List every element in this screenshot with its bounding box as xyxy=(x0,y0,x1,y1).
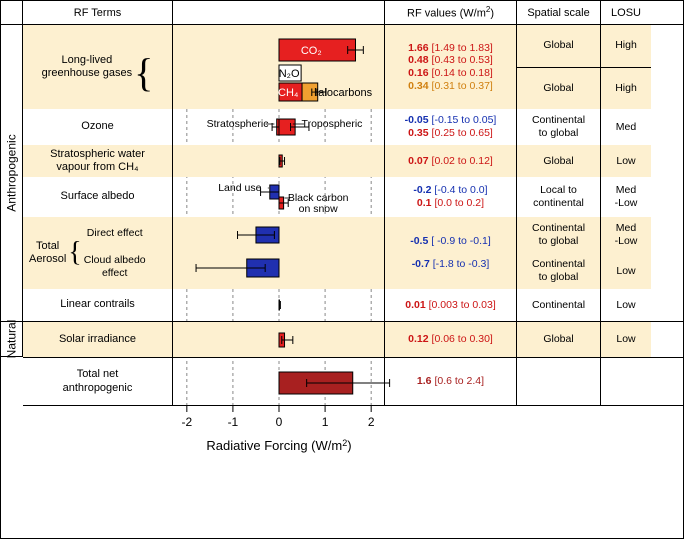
row-chart-2 xyxy=(173,145,385,177)
rf-2: 0.07 [0.02 to 0.12] xyxy=(385,145,517,177)
chartcell-7 xyxy=(173,358,385,405)
chart-body: Anthropogenic Natural Long-livedgreenhou… xyxy=(1,25,683,499)
losu-0: High High xyxy=(601,25,651,109)
spatial-2: Global xyxy=(517,145,601,177)
svg-text:N₂O: N₂O xyxy=(278,68,299,80)
spatial-5: Continental xyxy=(517,289,601,321)
term-7: Total netanthropogenic xyxy=(23,358,173,405)
rf-6: 0.12 [0.06 to 0.30] xyxy=(385,322,517,357)
side-blank xyxy=(1,357,23,465)
term-1: Ozone xyxy=(23,109,173,145)
losu-5: Low xyxy=(601,289,651,321)
svg-text:Black carbonon snow: Black carbonon snow xyxy=(287,192,348,215)
hdr-rf: RF values (W/m2) xyxy=(385,1,517,24)
hdr-chart xyxy=(173,1,385,24)
chartcell-4 xyxy=(173,217,385,289)
svg-text:2: 2 xyxy=(368,415,375,429)
chartcell-0: CO₂N₂O CH₄ Halocarbons xyxy=(173,25,385,109)
hdr-losu: LOSU xyxy=(601,1,651,24)
svg-text:CO₂: CO₂ xyxy=(300,45,321,57)
term-6: Solar irradiance xyxy=(23,322,173,357)
term-0: Long-livedgreenhouse gases{ xyxy=(23,25,173,109)
axis-row: -2 -1 0 1 2 Radiative Forcing (W/m2) xyxy=(23,405,683,465)
chartcell-3: Land use Black carbonon snow xyxy=(173,177,385,217)
spatial-3: Local tocontinental xyxy=(517,177,601,217)
svg-text:0: 0 xyxy=(276,415,283,429)
rf-5: 0.01 [0.003 to 0.03] xyxy=(385,289,517,321)
losu-4: Med-Low Low xyxy=(601,217,651,289)
term-5: Linear contrails xyxy=(23,289,173,321)
losu-3: Med-Low xyxy=(601,177,651,217)
rf-3: -0.2 [-0.4 to 0.0]0.1 [0.0 to 0.2] xyxy=(385,177,517,217)
rf-7: 1.6 [0.6 to 2.4] xyxy=(385,358,517,405)
row-6: Solar irradiance 0.12 [0.06 to 0.30] Glo… xyxy=(23,321,683,357)
row-7: Total netanthropogenic 1.6 [0.6 to 2.4] xyxy=(23,357,683,405)
row-chart-5 xyxy=(173,289,385,321)
hdr-terms: RF Terms xyxy=(23,1,173,24)
rf-4: -0.5 [ -0.9 to -0.1]-0.7 [-1.8 to -0.3] xyxy=(385,217,517,289)
svg-text:Radiative Forcing (W/m2): Radiative Forcing (W/m2) xyxy=(206,438,351,453)
losu-2: Low xyxy=(601,145,651,177)
row-2: Stratospheric watervapour from CH₄ 0.07 … xyxy=(23,145,683,177)
term-4: TotalAerosol { Direct effectCloud albedo… xyxy=(23,217,173,289)
hdr-spatial: Spatial scale xyxy=(517,1,601,24)
svg-text:Halocarbons: Halocarbons xyxy=(310,87,372,99)
spatial-0: Global Global xyxy=(517,25,601,109)
svg-text:-2: -2 xyxy=(181,415,192,429)
spatial-1: Continentalto global xyxy=(517,109,601,145)
spatial-7 xyxy=(517,358,601,405)
row-chart-7 xyxy=(173,358,385,406)
header-row: RF Terms RF values (W/m2) Spatial scale … xyxy=(1,1,683,25)
rf-0: 1.66 [1.49 to 1.83]0.48 [0.43 to 0.53]0.… xyxy=(385,25,517,109)
side-natural: Natural xyxy=(1,321,23,357)
chartcell-5 xyxy=(173,289,385,321)
hdr-side xyxy=(1,1,23,24)
rf-1: -0.05 [-0.15 to 0.05]0.35 [0.25 to 0.65] xyxy=(385,109,517,145)
row-5: Linear contrails 0.01 [0.003 to 0.03] Co… xyxy=(23,289,683,321)
chartcell-6 xyxy=(173,322,385,357)
svg-text:-1: -1 xyxy=(228,415,239,429)
term-3: Surface albedo xyxy=(23,177,173,217)
losu-1: Med xyxy=(601,109,651,145)
axis-cell: -2 -1 0 1 2 Radiative Forcing (W/m2) xyxy=(173,406,385,465)
row-3: Surface albedo Land use Black carbonon sn… xyxy=(23,177,683,217)
row-chart-3: Land use Black carbonon snow xyxy=(173,177,385,217)
row-1: Ozone Stratospheric Tropospheric -0.05 [-… xyxy=(23,109,683,145)
svg-text:Stratospheric: Stratospheric xyxy=(206,118,268,130)
spatial-4: Continentalto global Continentalto globa… xyxy=(517,217,601,289)
spatial-6: Global xyxy=(517,322,601,357)
term-2: Stratospheric watervapour from CH₄ xyxy=(23,145,173,177)
losu-6: Low xyxy=(601,322,651,357)
svg-text:Land use: Land use xyxy=(218,182,261,194)
chartcell-2 xyxy=(173,145,385,177)
svg-text:CH₄: CH₄ xyxy=(278,87,299,99)
row-4: TotalAerosol { Direct effectCloud albedo… xyxy=(23,217,683,289)
svg-text:1: 1 xyxy=(322,415,329,429)
side-anthropogenic: Anthropogenic xyxy=(1,25,23,321)
row-chart-6 xyxy=(173,322,385,358)
row-0: Long-livedgreenhouse gases{ CO₂N₂O CH₄ Hal… xyxy=(23,25,683,109)
row-chart-0: CO₂N₂O CH₄ Halocarbons xyxy=(173,25,385,109)
row-chart-4 xyxy=(173,217,385,289)
svg-text:Tropospheric: Tropospheric xyxy=(301,118,362,130)
chartcell-1: Stratospheric Tropospheric xyxy=(173,109,385,145)
losu-7 xyxy=(601,358,651,405)
row-chart-1: Stratospheric Tropospheric xyxy=(173,109,385,145)
